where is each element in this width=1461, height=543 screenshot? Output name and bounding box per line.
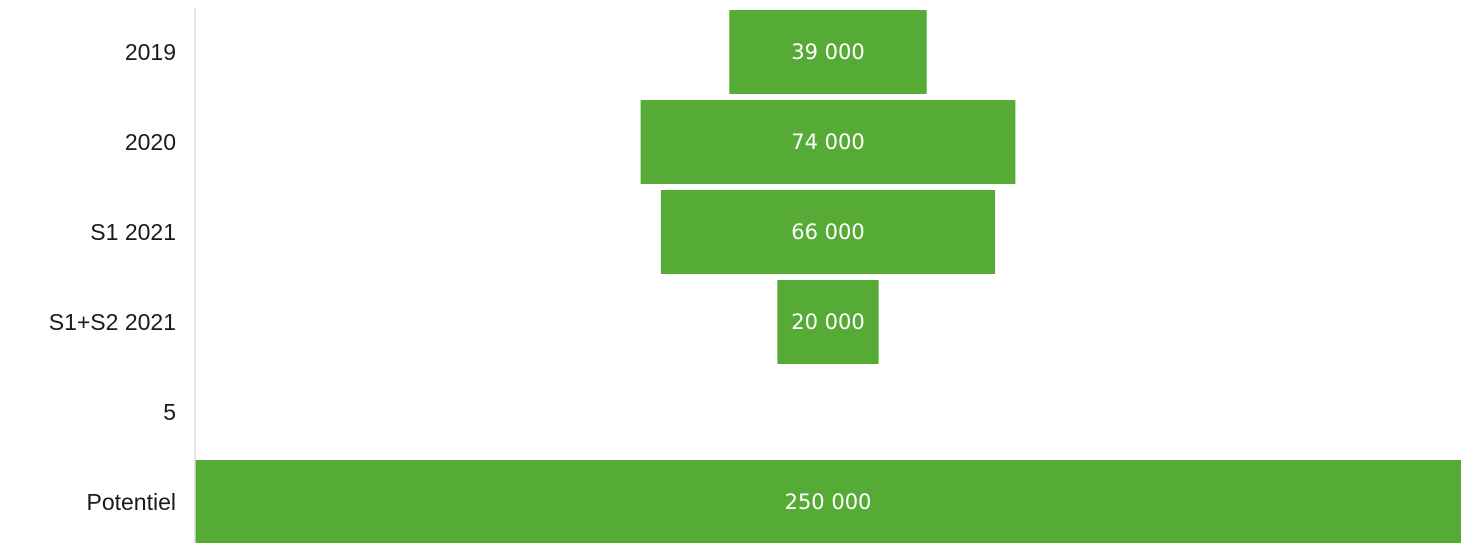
data-labels-group: 39 000 74 000 66 000 20 000 250 000 — [785, 40, 872, 514]
bar-value-label: 39 000 — [791, 40, 864, 64]
category-label: S1 2021 — [90, 219, 176, 245]
category-label: 5 — [163, 399, 176, 425]
bar-value-label: 20 000 — [791, 310, 864, 334]
bars-group — [195, 10, 1461, 543]
category-label: S1+S2 2021 — [49, 309, 176, 335]
bar-value-label: 74 000 — [791, 130, 864, 154]
funnel-bar — [660, 190, 996, 274]
funnel-bar — [729, 10, 927, 94]
bar-value-label: 66 000 — [791, 220, 864, 244]
bar-value-label: 250 000 — [785, 490, 872, 514]
category-labels-group: 2019 2020 S1 2021 S1+S2 2021 5 Potentiel — [49, 39, 176, 515]
category-label: 2020 — [125, 129, 176, 155]
category-label: 2019 — [125, 39, 176, 65]
category-label: Potentiel — [86, 489, 176, 515]
funnel-bar — [195, 460, 1461, 543]
funnel-bar — [640, 100, 1016, 184]
funnel-bar — [777, 280, 879, 364]
